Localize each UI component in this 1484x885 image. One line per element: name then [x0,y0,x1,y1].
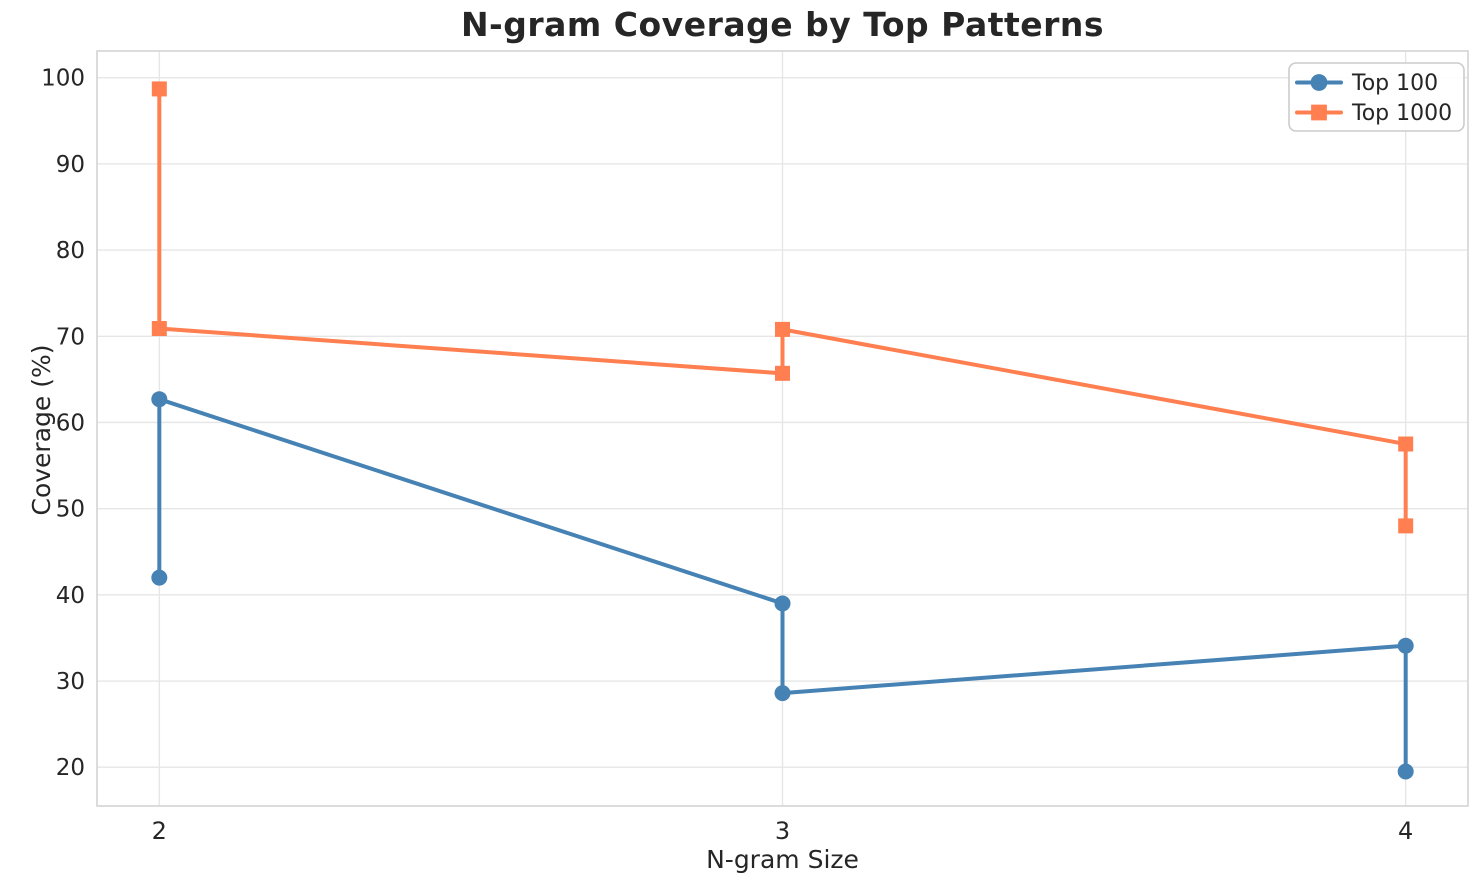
circle-marker [1397,637,1414,654]
gridlines [97,51,1468,806]
series-top-1000 [151,81,1414,534]
x-tick-label: 3 [775,817,790,845]
y-tick-label: 60 [56,410,85,436]
tick-labels: 20 30 40 50 60 70 80 90 100 2 3 4 [41,66,1413,845]
axes-box [96,50,1469,807]
chart-title: N-gram Coverage by Top Patterns [460,5,1105,44]
square-marker [151,81,167,97]
square-marker [1311,104,1327,121]
y-tick-label: 90 [56,152,85,178]
legend: Top 100 Top 1000 [1288,62,1465,132]
x-tick-label: 2 [152,817,167,845]
axes-spines [96,50,1469,807]
y-tick-label: 70 [56,324,85,350]
x-axis-label: N-gram Size [706,845,859,874]
legend-label: Top 1000 [1351,101,1452,126]
circle-marker [151,569,168,586]
y-tick-label: 40 [56,583,85,609]
y-tick-label: 30 [56,669,85,695]
circle-marker [1310,74,1328,91]
y-tick-label: 50 [56,497,85,523]
legend-entry: Top 100 [1295,71,1438,96]
square-marker [775,365,790,381]
legend-label: Top 100 [1351,71,1438,96]
circle-marker [1397,763,1414,780]
square-marker [1398,518,1414,534]
y-tick-label: 20 [56,755,85,781]
circle-marker [774,685,791,702]
legend-entry: Top 1000 [1295,101,1452,126]
y-tick-label: 100 [41,66,85,92]
circle-marker [774,595,791,612]
series-line [157,86,1408,528]
y-tick-label: 80 [56,238,85,264]
x-tick-label: 4 [1398,817,1413,845]
series-top-100 [151,391,1414,780]
square-marker [775,321,790,337]
data-series [151,81,1414,780]
square-marker [151,321,167,337]
square-marker [1398,436,1414,452]
circle-marker [151,391,168,408]
series-line [157,397,1408,774]
